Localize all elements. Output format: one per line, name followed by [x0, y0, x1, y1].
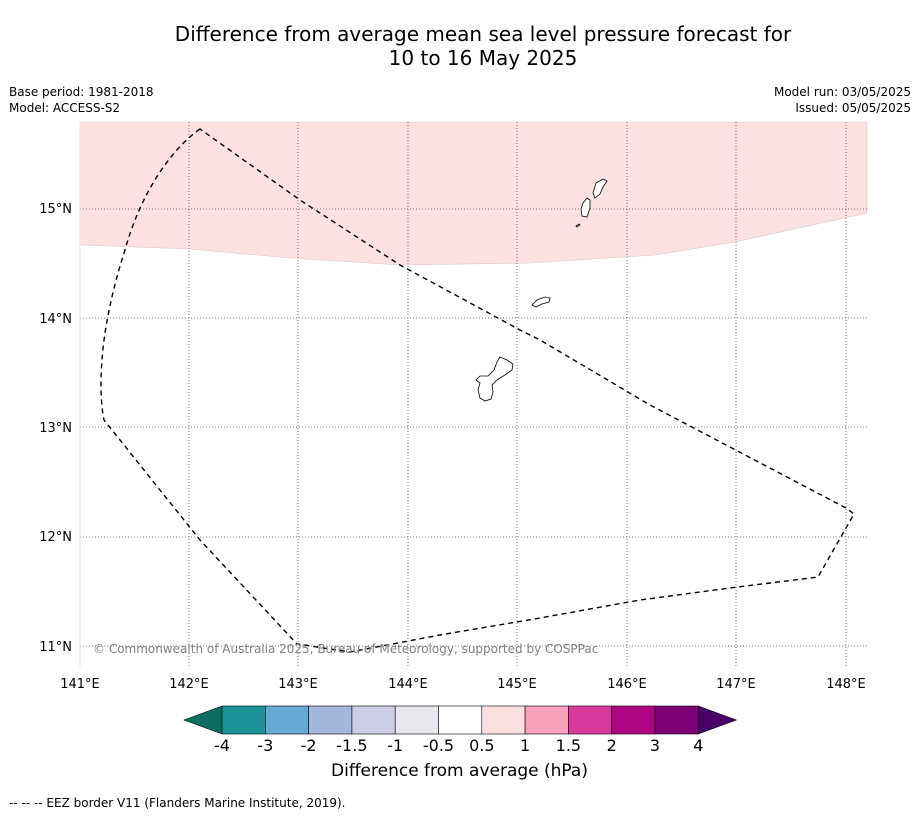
lon-label-142: 142°E	[169, 677, 209, 692]
colorbar-bin	[481, 705, 526, 735]
colorbar-extend-low	[183, 705, 223, 735]
right-metadata: Model run: 03/05/2025 Issued: 05/05/2025	[774, 84, 911, 116]
colorbar-tick-label: 0.5	[469, 736, 495, 755]
tinian-island	[580, 197, 591, 218]
issued-date: Issued: 05/05/2025	[795, 101, 911, 115]
copyright-notice: © Commonwealth of Australia 2025, Bureau…	[93, 642, 598, 656]
eez-border	[100, 128, 855, 653]
colorbar-tick-label: -1.5	[336, 736, 368, 755]
colorbar-bin	[394, 705, 439, 735]
colorbar-label: Difference from average (hPa)	[331, 761, 588, 781]
model-name: Model: ACCESS-S2	[9, 101, 121, 115]
lat-label-13: 13°N	[39, 421, 72, 436]
colorbar-tick-label: -4	[214, 736, 230, 755]
model-run: Model run: 03/05/2025	[773, 85, 911, 99]
aguijan-island	[575, 223, 581, 228]
colorbar-bin	[568, 705, 613, 735]
colorbar-tick-label: 1	[520, 736, 531, 755]
colorbar-tick-label: -2	[300, 736, 317, 755]
colorbar-tick-label: 4	[693, 736, 704, 755]
guam-island	[475, 356, 514, 402]
colorbar-bin	[351, 705, 396, 735]
colorbar-tick-label: 1.5	[555, 736, 582, 755]
lon-label-143: 143°E	[278, 677, 318, 692]
lon-label-144: 144°E	[388, 677, 428, 692]
colorbar-tick-label: 2	[606, 736, 617, 755]
colorbar-bin	[308, 705, 353, 735]
colorbar-extend-high	[697, 705, 738, 735]
map-title: Difference from average mean sea level p…	[60, 22, 906, 70]
colorbar-tick-label: -3	[257, 736, 274, 755]
lon-label-141: 141°E	[60, 677, 100, 692]
saipan-island	[592, 178, 608, 199]
lat-label-11: 11°N	[39, 640, 72, 655]
lon-label-147: 147°E	[716, 677, 756, 692]
lat-label-12: 12°N	[39, 530, 72, 545]
colorbar-bin	[654, 705, 699, 735]
left-metadata: Base period: 1981-2018 Model: ACCESS-S2	[9, 84, 154, 116]
graticule	[80, 122, 867, 668]
colorbar-bin	[221, 705, 266, 735]
colorbar-bin	[524, 705, 569, 735]
colorbar-tick-label: -1	[387, 736, 404, 755]
colorbar-bin	[438, 705, 483, 735]
title-line-1: Difference from average mean sea level p…	[174, 22, 792, 46]
lat-label-15: 15°N	[39, 202, 72, 217]
colorbar-tick-label: -0.5	[422, 736, 455, 755]
positive-anomaly-region	[79, 121, 868, 266]
colorbar-bin	[611, 705, 656, 735]
lon-label-146: 146°E	[607, 677, 647, 692]
title-line-2: 10 to 16 May 2025	[388, 46, 578, 70]
lon-label-145: 145°E	[497, 677, 537, 692]
lat-label-14: 14°N	[39, 312, 72, 327]
eez-footnote: -- -- -- EEZ border V11 (Flanders Marine…	[9, 796, 346, 810]
base-period: Base period: 1981-2018	[9, 85, 154, 99]
colorbar	[183, 705, 738, 735]
colorbar-bin	[264, 705, 309, 735]
colorbar-tick-label: 3	[649, 736, 661, 755]
rota-island	[531, 296, 551, 308]
lon-label-148: 148°E	[826, 677, 866, 692]
